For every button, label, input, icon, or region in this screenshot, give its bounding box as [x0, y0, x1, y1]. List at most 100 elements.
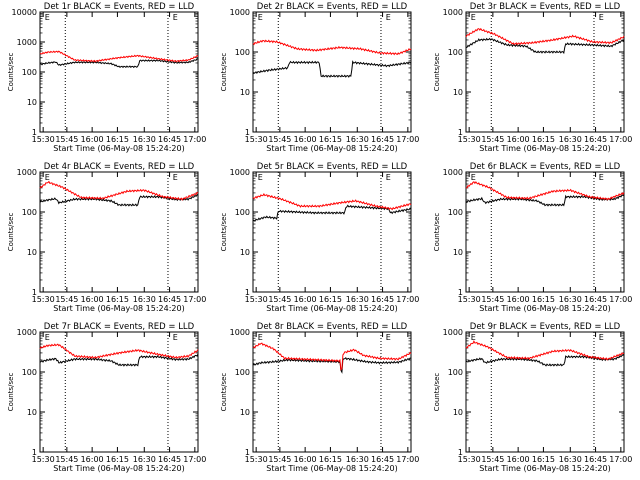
panel-title: Det 7r BLACK = Events, RED = LLD: [44, 322, 195, 332]
y-axis-label: Counts/sec: [433, 373, 441, 412]
x-axis-label: Start Time (06-May-08 15:24:20): [266, 304, 397, 313]
x-axis-label: Start Time (06-May-08 15:24:20): [266, 464, 397, 473]
plot-frame: [252, 171, 412, 293]
y-tick-label: 1: [458, 288, 463, 297]
series-lld-line: [39, 50, 199, 63]
series-events-line: [465, 194, 625, 207]
y-axis-label: Counts/sec: [7, 373, 15, 412]
x-tick-label: 17:00: [183, 455, 206, 464]
y-axis-label: Counts/sec: [433, 213, 441, 252]
y-tick-label: 100: [235, 208, 250, 217]
x-tick-label: 16:45: [584, 455, 607, 464]
series-events-line: [39, 193, 199, 207]
y-tick-label: 1000: [230, 8, 250, 17]
x-tick-label: 16:00: [507, 135, 530, 144]
e-marker: E: [386, 13, 391, 22]
y-tick-label: 1000: [17, 38, 37, 47]
x-tick-label: 16:15: [319, 295, 342, 304]
y-tick-label: 10: [27, 408, 37, 417]
y-tick-label: 1000: [17, 328, 37, 337]
e-marker: E: [258, 13, 263, 22]
x-tick-label: 16:30: [559, 455, 582, 464]
x-tick-label: 17:00: [609, 135, 632, 144]
x-axis-label: Start Time (06-May-08 15:24:20): [479, 464, 610, 473]
series-lld-line: [465, 27, 625, 46]
x-tick-label: 17:00: [396, 455, 419, 464]
x-axis-label: Start Time (06-May-08 15:24:20): [53, 464, 184, 473]
y-tick-label: 100: [448, 48, 463, 57]
y-tick-label: 1000: [230, 168, 250, 177]
x-tick-label: 16:45: [371, 135, 394, 144]
x-tick-label: 16:00: [294, 295, 317, 304]
e-marker: E: [599, 13, 604, 22]
y-tick-label: 1000: [443, 168, 463, 177]
y-tick-label: 10: [453, 408, 463, 417]
y-tick-label: 1: [32, 288, 37, 297]
e-marker: E: [258, 333, 263, 342]
x-tick-label: 16:00: [81, 135, 104, 144]
e-marker: E: [45, 173, 50, 182]
y-tick-label: 1: [245, 448, 250, 457]
y-tick-label: 10: [27, 98, 37, 107]
y-tick-label: 10: [27, 248, 37, 257]
series-events-line: [465, 353, 625, 367]
e-marker: E: [471, 333, 476, 342]
y-tick-label: 1: [458, 128, 463, 137]
y-tick-label: 100: [22, 68, 37, 77]
x-tick-label: 16:30: [346, 135, 369, 144]
plot-frame: [465, 171, 625, 293]
series-lld-line: [39, 343, 199, 359]
x-tick-label: 15:30: [32, 455, 55, 464]
x-tick-label: 16:45: [371, 295, 394, 304]
x-tick-label: 15:45: [481, 455, 504, 464]
x-tick-label: 16:00: [81, 455, 104, 464]
e-marker: E: [471, 173, 476, 182]
x-tick-label: 16:45: [158, 455, 181, 464]
y-tick-label: 1: [245, 128, 250, 137]
y-tick-label: 10: [240, 248, 250, 257]
x-tick-label: 15:45: [268, 135, 291, 144]
y-axis-label: Counts/sec: [220, 53, 228, 92]
y-tick-label: 1000: [230, 328, 250, 337]
y-tick-label: 1000: [443, 328, 463, 337]
x-tick-label: 17:00: [396, 295, 419, 304]
series-lld-line: [252, 193, 412, 211]
series-lld-line: [252, 342, 412, 371]
x-tick-label: 16:15: [319, 455, 342, 464]
y-tick-label: 1000: [443, 8, 463, 17]
x-tick-label: 16:15: [532, 455, 555, 464]
x-tick-label: 15:30: [32, 135, 55, 144]
x-tick-label: 16:45: [158, 295, 181, 304]
x-tick-label: 15:30: [32, 295, 55, 304]
x-axis-label: Start Time (06-May-08 15:24:20): [479, 144, 610, 153]
plot-frame: [465, 331, 625, 453]
panel-title: Det 4r BLACK = Events, RED = LLD: [44, 162, 195, 172]
plot-frame: [39, 171, 199, 293]
e-marker: E: [173, 173, 178, 182]
y-tick-label: 1000: [17, 168, 37, 177]
x-tick-label: 15:45: [55, 135, 78, 144]
e-marker: E: [386, 333, 391, 342]
x-tick-label: 15:30: [458, 295, 481, 304]
e-marker: E: [258, 173, 263, 182]
x-tick-label: 15:45: [55, 455, 78, 464]
x-axis-label: Start Time (06-May-08 15:24:20): [479, 304, 610, 313]
x-tick-label: 16:30: [346, 295, 369, 304]
y-tick-label: 10: [240, 408, 250, 417]
x-tick-label: 16:30: [133, 455, 156, 464]
x-tick-label: 16:00: [294, 455, 317, 464]
e-marker: E: [599, 333, 604, 342]
series-lld-line: [465, 340, 625, 361]
y-axis-label: Counts/sec: [220, 373, 228, 412]
series-events-line: [465, 37, 625, 55]
e-marker: E: [45, 333, 50, 342]
x-tick-label: 15:30: [245, 455, 268, 464]
x-tick-label: 15:30: [245, 295, 268, 304]
series-lld-line: [465, 181, 625, 201]
x-tick-label: 17:00: [609, 455, 632, 464]
